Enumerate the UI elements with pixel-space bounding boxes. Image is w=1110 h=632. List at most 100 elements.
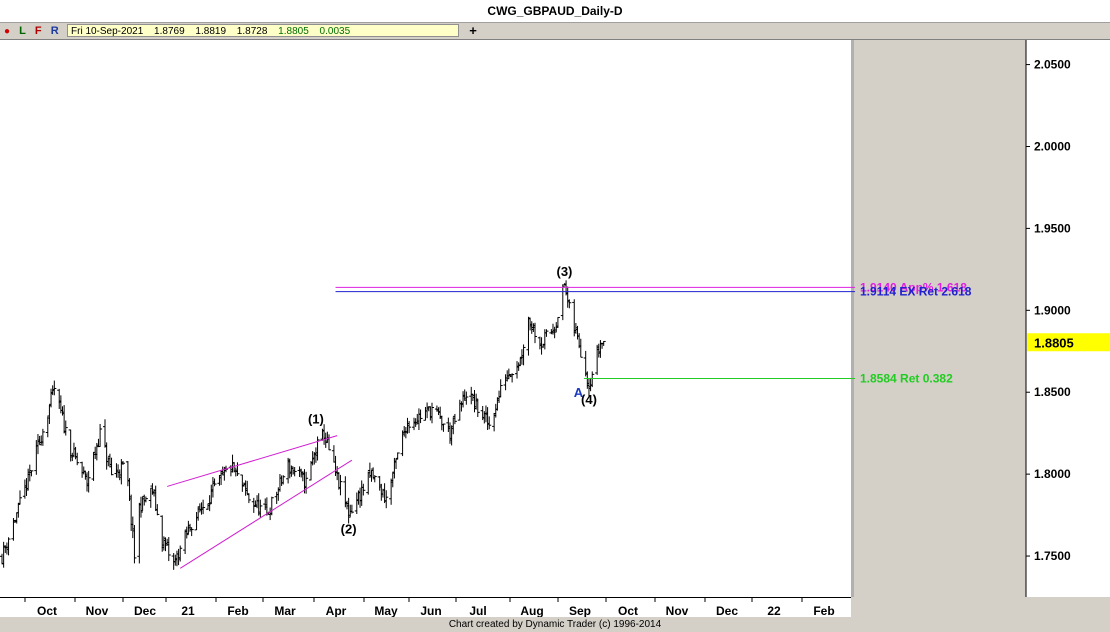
x-tick-label: Nov	[86, 604, 109, 617]
price-bar	[52, 380, 57, 396]
price-bar	[407, 421, 412, 434]
wave-label-3: (4)	[581, 392, 597, 407]
price-bar	[98, 423, 103, 448]
price-bars	[0, 280, 606, 570]
toolbar-buttons: ● L F R	[4, 23, 65, 39]
price-bar	[384, 490, 389, 509]
x-tick-label: 21	[181, 604, 195, 617]
wedge-line-lower[interactable]	[179, 459, 353, 569]
ohlc-low: 1.8728	[236, 26, 268, 37]
x-tick-label: Oct	[618, 604, 638, 617]
price-bar	[6, 537, 11, 556]
price-bar	[590, 371, 595, 388]
price-bar	[601, 340, 606, 346]
x-tick-label: 22	[767, 604, 781, 617]
ohlc-date: Fri 10-Sep-2021	[71, 26, 144, 37]
y-tick-label: 1.8500	[1034, 385, 1071, 399]
price-bar	[184, 526, 189, 539]
y-tick-label: 1.7500	[1034, 549, 1071, 563]
level-label-2: 1.8584 Ret 0.382	[860, 371, 953, 385]
price-bar	[201, 499, 206, 515]
price-bar	[120, 461, 125, 465]
y-tick-label: 2.0000	[1034, 139, 1071, 153]
price-bar	[346, 497, 351, 524]
level-label-1: 1.9114 EX Ret 2.618	[860, 285, 972, 299]
ohlc-close: 1.8805	[278, 26, 309, 37]
x-tick-label: Nov	[666, 604, 689, 617]
price-bar	[178, 545, 183, 562]
price-bar	[464, 391, 469, 405]
wedge-trendlines	[166, 435, 353, 569]
price-bar	[109, 457, 114, 476]
x-tick-label: Jun	[420, 604, 441, 617]
price-bar	[521, 344, 526, 366]
ohlc-change: 0.0035	[319, 26, 351, 37]
price-bar	[498, 379, 503, 398]
price-bar	[29, 470, 34, 477]
price-bar	[430, 402, 435, 424]
price-bar	[441, 423, 446, 432]
x-tick-label: Sep	[569, 604, 591, 617]
ohlc-high: 1.8819	[195, 26, 227, 37]
price-bar	[63, 420, 68, 436]
x-tick-label: Jul	[469, 604, 486, 617]
add-plus-icon[interactable]: +	[469, 23, 477, 38]
chart-credit: Chart created by Dynamic Trader (c) 1996…	[448, 619, 662, 630]
time-axis	[0, 597, 851, 617]
price-bar	[372, 475, 377, 483]
price-bar	[475, 399, 480, 417]
price-bar	[361, 483, 366, 496]
price-bar	[40, 428, 45, 446]
price-bar	[166, 537, 171, 562]
price-bar	[578, 338, 583, 358]
price-bar	[189, 527, 194, 537]
toolbar-button-f[interactable]: F	[34, 25, 42, 37]
price-bar	[555, 316, 560, 328]
x-tick-label: Oct	[37, 604, 57, 617]
price-bar	[315, 436, 320, 461]
price-bar	[138, 496, 143, 518]
x-tick-label: Dec	[716, 604, 738, 617]
price-bar	[86, 470, 91, 493]
wedge-line-upper[interactable]	[166, 435, 338, 487]
price-bar	[143, 496, 148, 503]
wave-label-0: (1)	[308, 411, 324, 426]
x-tick-label: Aug	[520, 604, 543, 617]
chart-toolbar: ● L F R Fri 10-Sep-2021 1.8769 1.8819 1.…	[0, 23, 1110, 40]
price-bar	[235, 462, 240, 476]
ohlc-readout: Fri 10-Sep-2021 1.8769 1.8819 1.8728 1.8…	[67, 24, 459, 37]
price-bar	[246, 493, 251, 504]
y-tick-label: 1.8000	[1034, 467, 1071, 481]
wave-label-2: (3)	[556, 264, 572, 279]
price-bar	[212, 478, 217, 487]
price-bar	[338, 474, 343, 496]
plot-area	[0, 40, 851, 597]
price-bar	[304, 471, 309, 494]
price-bar	[418, 409, 423, 424]
price-bar	[17, 490, 22, 505]
toolbar-button-r[interactable]: R	[50, 25, 59, 37]
price-bar	[567, 299, 572, 309]
price-axis	[1026, 40, 1110, 597]
price-bar	[132, 525, 137, 564]
x-tick-label: May	[374, 604, 398, 617]
level-label-0: 1.9140 App% 1.618	[860, 280, 967, 294]
price-bar	[510, 373, 515, 383]
toolbar-button-l[interactable]: L	[19, 25, 26, 37]
record-dot-icon[interactable]: ●	[4, 26, 11, 37]
price-bar	[155, 504, 160, 516]
x-tick-label: Dec	[134, 604, 156, 617]
wave-label-4: A	[574, 385, 584, 400]
chart-window-title: CWG_GBPAUD_Daily-D	[0, 0, 1110, 23]
y-tick-label: 2.0500	[1034, 58, 1071, 72]
price-bar	[395, 452, 400, 460]
x-tick-label: Mar	[274, 604, 296, 617]
wave-labels: (1) (2) (3) (4)A	[308, 264, 597, 537]
y-tick-label: 1.9000	[1034, 303, 1071, 317]
price-bar	[544, 329, 549, 337]
x-tick-label: Feb	[227, 604, 248, 617]
last-price-marker: 1.8805	[1027, 333, 1110, 352]
price-bar	[487, 416, 492, 430]
